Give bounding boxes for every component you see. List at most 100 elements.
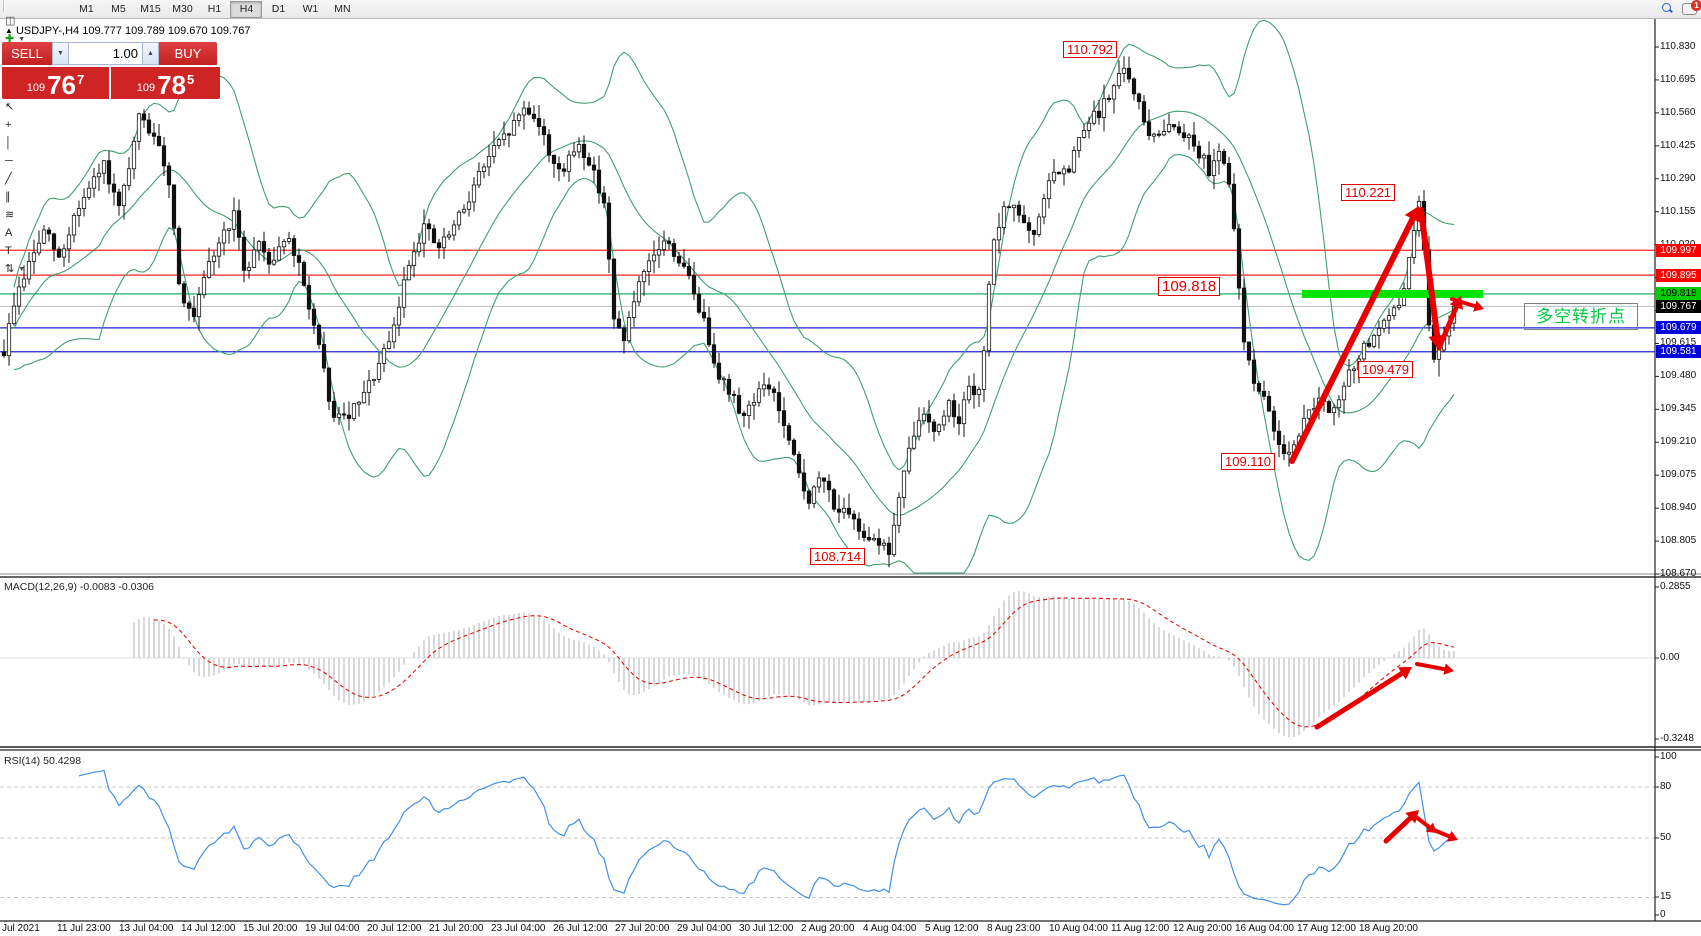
trendline-icon[interactable]: ╱ bbox=[0, 170, 64, 188]
swing-price-callout-110.792: 110.792 bbox=[1063, 41, 1118, 58]
horizontal-level-lines bbox=[0, 249, 1655, 353]
price-marker-109.581: 109.581 bbox=[1656, 345, 1701, 359]
bid-big-figure: 76 bbox=[47, 70, 77, 100]
candlesticks bbox=[1, 56, 1457, 568]
time-axis-label: 10 Aug 04:00 bbox=[1049, 923, 1108, 934]
collapse-icon[interactable]: ▲ bbox=[5, 26, 13, 35]
macd-axis-tick: -0.3248 bbox=[1660, 733, 1694, 744]
time-axis-label: 18 Aug 20:00 bbox=[1359, 923, 1418, 934]
timeframe-button-h4[interactable]: H4 bbox=[230, 0, 263, 18]
time-axis-label: 17 Aug 12:00 bbox=[1297, 923, 1356, 934]
timeframe-button-w1[interactable]: W1 bbox=[302, 2, 319, 15]
ask-prefix: 109 bbox=[136, 82, 156, 94]
equidistant-channel-icon: ∥ bbox=[5, 190, 11, 203]
lot-decrease-button[interactable]: ▼ bbox=[52, 42, 69, 65]
price-axis-tick: 110.560 bbox=[1660, 106, 1696, 118]
timeframe-button-d1[interactable]: D1 bbox=[271, 2, 286, 15]
fibonacci-icon[interactable]: ≋ bbox=[0, 206, 64, 224]
time-axis-label: 4 Aug 04:00 bbox=[863, 923, 917, 934]
chevron-down-icon[interactable]: ▼ bbox=[18, 35, 26, 43]
lot-increase-button[interactable]: ▲ bbox=[142, 42, 159, 65]
text-label-icon: T bbox=[5, 244, 12, 257]
price-marker-109.679: 109.679 bbox=[1656, 321, 1701, 335]
time-axis-label: 30 Jul 12:00 bbox=[739, 923, 794, 934]
vertical-line-icon: │ bbox=[5, 136, 12, 149]
macd-indicator-values: -0.0083 -0.0306 bbox=[79, 581, 155, 593]
macd-axis-tick: 0.2855 bbox=[1660, 581, 1691, 592]
time-axis-label: 5 Aug 12:00 bbox=[925, 923, 979, 934]
rsi-axis-tick: 15 bbox=[1660, 891, 1672, 902]
rsi-axis-tick: 100 bbox=[1660, 751, 1677, 762]
sell-button[interactable]: SELL bbox=[2, 42, 52, 65]
support-zone-bar bbox=[1302, 289, 1483, 298]
add-indicator-icon: ✚ bbox=[5, 32, 15, 45]
main-toolbar: ▦▥新订单◆▣◍▶自动交易╫┃╱⊕⊖▦◫✚▼◔▼▧▼↖+│─╱∥≋AT⇅▼ M1… bbox=[0, 0, 1701, 274]
equidistant-channel-icon[interactable]: ∥ bbox=[0, 188, 64, 206]
text-icon: A bbox=[5, 226, 13, 239]
rsi-axis-tick: 80 bbox=[1660, 781, 1672, 792]
time-axis-label: 11 Aug 12:00 bbox=[1111, 923, 1170, 934]
lot-size-input[interactable] bbox=[69, 42, 142, 65]
time-axis-label: 27 Jul 20:00 bbox=[615, 923, 670, 934]
indicator-window-icon: ◫ bbox=[5, 14, 16, 27]
timeframe-button-m15[interactable]: M15 bbox=[140, 2, 161, 15]
fibonacci-icon: ≋ bbox=[5, 208, 15, 221]
timeframe-button-m1[interactable]: M1 bbox=[79, 2, 94, 15]
text-icon[interactable]: A bbox=[0, 224, 64, 242]
notifications-icon[interactable]: 1 bbox=[1682, 0, 1701, 15]
add-indicator-icon[interactable]: ✚ ▼ bbox=[0, 30, 64, 48]
search-icon[interactable] bbox=[1662, 3, 1674, 15]
toolbar-separator bbox=[3, 0, 5, 12]
timeframe-button-h1[interactable]: H1 bbox=[207, 2, 222, 15]
ask-pip-digit: 5 bbox=[187, 72, 195, 87]
price-axis-tick: 110.425 bbox=[1660, 139, 1696, 151]
price-axis-tick: 109.210 bbox=[1660, 436, 1697, 448]
time-axis-label: 13 Jul 04:00 bbox=[119, 923, 174, 934]
timeframe-button-m5[interactable]: M5 bbox=[111, 2, 126, 15]
bid-prefix: 109 bbox=[26, 82, 46, 94]
time-axis-label: 14 Jul 12:00 bbox=[181, 923, 236, 934]
cursor-icon: ↖ bbox=[5, 100, 15, 113]
time-axis-label: 23 Jul 04:00 bbox=[491, 923, 546, 934]
price-axis-tick: 109.480 bbox=[1660, 370, 1697, 382]
bid-price-display[interactable]: 109 76 7 bbox=[2, 67, 109, 99]
rsi-axis-tick: 0 bbox=[1660, 909, 1666, 920]
time-axis-label: 29 Jul 04:00 bbox=[677, 923, 732, 934]
symbol-period-label: USDJPY-,H4 bbox=[15, 25, 80, 37]
bid-pip-digit: 7 bbox=[77, 72, 85, 87]
vertical-line-icon[interactable]: │ bbox=[0, 134, 64, 152]
swing-price-callout-108.714: 108.714 bbox=[810, 548, 865, 565]
timeframe-button-mn[interactable]: MN bbox=[334, 2, 351, 15]
chevron-down-icon[interactable]: ▼ bbox=[18, 265, 26, 273]
price-axis-tick: 110.830 bbox=[1660, 41, 1696, 52]
pane-frames bbox=[0, 18, 1701, 936]
rsi-pane-label: RSI(14) 50.4298 bbox=[4, 755, 81, 767]
macd-pane-label: MACD(12,26,9) -0.0083 -0.0306 bbox=[4, 581, 154, 593]
time-axis-label: 2 Aug 20:00 bbox=[801, 923, 855, 934]
macd-axis-tick: 0.00 bbox=[1660, 652, 1680, 663]
timeframe-button-m30[interactable]: M30 bbox=[172, 2, 193, 15]
time-axis-label: 12 Aug 20:00 bbox=[1173, 923, 1232, 934]
horizontal-line-icon[interactable]: ─ bbox=[0, 152, 64, 170]
time-axis-label: 16 Aug 04:00 bbox=[1235, 923, 1294, 934]
support-zone bbox=[1302, 289, 1483, 298]
macd-indicator-name: MACD(12,26,9) bbox=[4, 581, 77, 593]
cursor-icon[interactable]: ↖ bbox=[0, 98, 64, 116]
crosshair-icon[interactable]: + bbox=[0, 116, 64, 134]
buy-button[interactable]: BUY bbox=[159, 42, 217, 65]
rsi-axis-tick: 50 bbox=[1660, 832, 1672, 843]
time-axis-label: 26 Jul 12:00 bbox=[553, 923, 608, 934]
price-marker-109.895: 109.895 bbox=[1656, 268, 1701, 282]
rsi-indicator-name: RSI(14) bbox=[4, 755, 41, 767]
arrows-tool-icon[interactable]: ⇅ ▼ bbox=[0, 260, 64, 278]
ask-price-display[interactable]: 109 78 5 bbox=[111, 67, 220, 99]
trendline-icon: ╱ bbox=[5, 172, 12, 185]
one-click-trading-panel: SELL ▼ ▲ BUY 109 76 7 109 78 5 bbox=[2, 42, 220, 99]
time-axis-label: 21 Jul 20:00 bbox=[429, 923, 484, 934]
price-axis-tick: 108.670 bbox=[1660, 568, 1697, 580]
text-label-icon[interactable]: T bbox=[0, 242, 64, 260]
indicator-window-icon[interactable]: ◫ bbox=[0, 12, 64, 30]
price-axis-tick: 110.695 bbox=[1660, 73, 1696, 85]
horizontal-line-icon: ─ bbox=[5, 154, 13, 167]
